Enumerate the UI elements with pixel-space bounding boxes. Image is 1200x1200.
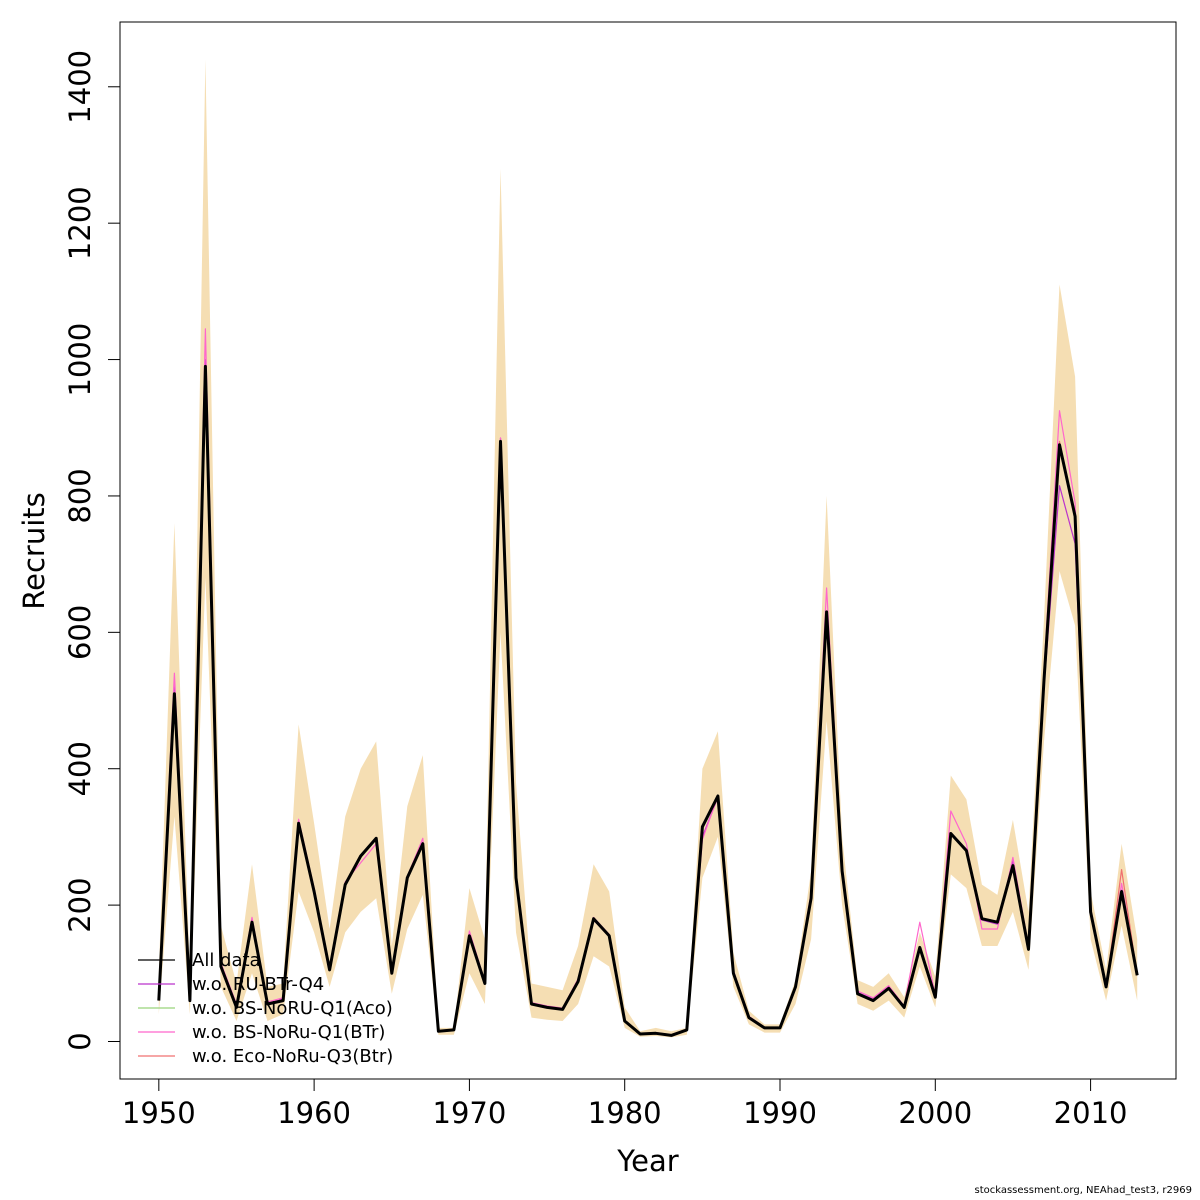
legend-label: w.o. RU-BTr-Q4 bbox=[192, 974, 324, 995]
x-tick-label: 2000 bbox=[898, 1096, 972, 1130]
x-tick-label: 1960 bbox=[277, 1096, 351, 1130]
credit-footnote: stockassessment.org, NEAhad_test3, r2969 bbox=[974, 1185, 1192, 1196]
x-tick-label: 2010 bbox=[1054, 1096, 1128, 1130]
y-tick-label: 1400 bbox=[63, 50, 97, 124]
y-axis: 0 200 400 600 800 1000 1200 1400 bbox=[63, 50, 121, 1051]
y-tick-label: 800 bbox=[63, 468, 97, 523]
legend-label: All data bbox=[192, 950, 261, 971]
y-tick-label: 200 bbox=[63, 877, 97, 932]
x-tick-label: 1950 bbox=[122, 1096, 196, 1130]
series-lines-layer bbox=[157, 328, 1139, 1037]
y-tick-label: 1200 bbox=[63, 186, 97, 260]
y-tick-label: 1000 bbox=[63, 323, 97, 397]
legend: All data w.o. RU-BTr-Q4 w.o. BS-NoRU-Q1(Ac… bbox=[138, 950, 393, 1067]
legend-label: w.o. BS-NoRu-Q1(BTr) bbox=[192, 1022, 385, 1043]
y-tick-label: 400 bbox=[63, 741, 97, 796]
confidence-band bbox=[158, 59, 1138, 1038]
series-line-3 bbox=[158, 328, 1138, 1036]
x-tick-label: 1980 bbox=[588, 1096, 662, 1130]
x-tick-label: 1970 bbox=[433, 1096, 507, 1130]
y-tick-label: 0 bbox=[63, 1032, 97, 1050]
legend-label: w.o. Eco-NoRu-Q3(Btr) bbox=[192, 1046, 393, 1067]
y-tick-label: 600 bbox=[63, 605, 97, 660]
x-axis-title: Year bbox=[616, 1144, 678, 1178]
legend-label: w.o. BS-NoRU-Q1(Aco) bbox=[192, 998, 393, 1019]
confidence-band-layer bbox=[158, 59, 1138, 1038]
y-axis-title: Recruits bbox=[17, 492, 51, 609]
series-line-0 bbox=[157, 364, 1139, 1037]
x-axis: 1950 1960 1970 1980 1990 2000 2010 bbox=[122, 1078, 1128, 1130]
x-tick-label: 1990 bbox=[743, 1096, 817, 1130]
